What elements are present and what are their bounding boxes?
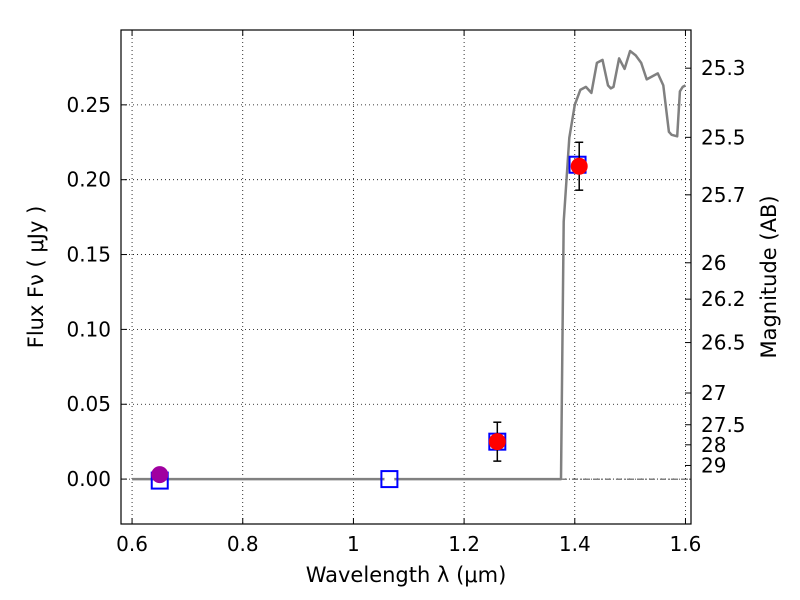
plot-frame <box>120 29 692 525</box>
y2-tick-label: 27.5 <box>701 413 746 437</box>
x-tick-label: 1.6 <box>670 532 702 556</box>
observed-flux-point <box>570 157 588 175</box>
observed-flux-point <box>488 433 506 451</box>
x-tick-label: 0.8 <box>227 532 259 556</box>
model-spectrum-line <box>132 49 687 481</box>
y-axis-label: Flux Fν ( μJy ) <box>24 206 48 349</box>
y2-tick-label: 26.5 <box>701 331 746 355</box>
y-tick-label: 0.20 <box>66 168 111 192</box>
y2-tick-label: 28 <box>701 433 726 457</box>
grid <box>121 30 691 524</box>
x-tick-label: 0.6 <box>116 532 148 556</box>
y2-tick-label: 25.7 <box>701 183 746 207</box>
y-tick-label: 0.00 <box>66 467 111 491</box>
ticks: 0.6 0.8 1 1.2 1.4 1.6 0.00 0.05 0.10 0.15 0.20 0.25… <box>66 30 746 556</box>
y2-tick-label: 29 <box>701 453 726 477</box>
x-tick-label: 1.4 <box>559 532 591 556</box>
observed-flux-point <box>384 474 395 485</box>
y2-tick-label: 26 <box>701 251 726 275</box>
y2-tick-label: 27 <box>701 381 726 405</box>
x-tick-label: 1.2 <box>448 532 480 556</box>
y-tick-label: 0.15 <box>66 243 111 267</box>
y-tick-label: 0.05 <box>66 392 111 416</box>
y-tick-label: 0.10 <box>66 317 111 341</box>
y2-tick-label: 25.5 <box>701 125 746 149</box>
y-tick-label: 0.25 <box>66 93 111 117</box>
model-flux-box <box>380 470 399 489</box>
data-layer <box>132 49 687 490</box>
x-axis-label: Wavelength λ (μm) <box>306 563 507 587</box>
observed-flux-point <box>151 466 169 484</box>
y2-tick-label: 26.2 <box>701 287 746 311</box>
y2-axis-label: Magnitude (AB) <box>757 195 781 358</box>
y2-tick-label: 25.3 <box>701 56 746 80</box>
x-tick-label: 1 <box>347 532 360 556</box>
